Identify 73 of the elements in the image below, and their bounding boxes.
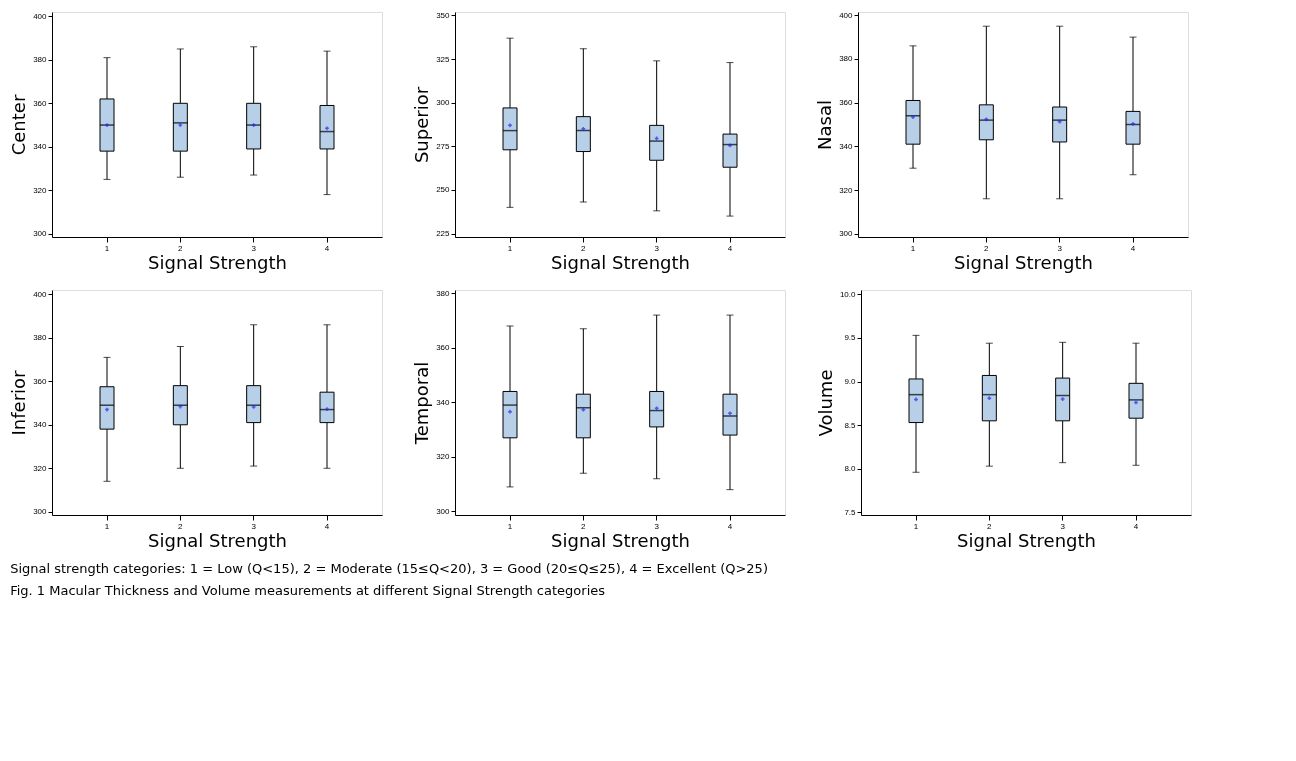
- y-tick-label: 275: [436, 141, 451, 151]
- x-tick-label: 2: [581, 243, 587, 253]
- x-tick-label: 3: [251, 243, 257, 253]
- x-tick-label: 2: [178, 243, 184, 253]
- y-tick-label: 10.0: [839, 289, 857, 299]
- y-tick-label: 360: [436, 343, 451, 353]
- y-tick-label: 9.0: [844, 377, 857, 387]
- y-tick-label: 325: [436, 54, 451, 64]
- x-tick-label: 2: [581, 521, 587, 531]
- y-tick-label: 360: [33, 376, 48, 386]
- x-tick-label: 3: [654, 243, 660, 253]
- x-tick-label: 3: [1060, 521, 1066, 531]
- y-tick-label: 300: [839, 229, 854, 239]
- x-tick-label: 1: [507, 243, 513, 253]
- x-tick-label: 4: [1133, 521, 1139, 531]
- y-axis-title: Superior: [411, 86, 433, 164]
- x-tick-label: 2: [984, 243, 990, 253]
- y-tick-label: 380: [436, 288, 451, 298]
- y-tick-label: 8.5: [844, 420, 857, 430]
- y-tick-label: 300: [436, 506, 451, 516]
- y-tick-label: 340: [436, 397, 451, 407]
- x-tick-label: 1: [104, 243, 110, 253]
- y-tick-label: 225: [436, 229, 451, 239]
- x-tick-label: 2: [987, 521, 993, 531]
- y-tick-label: 340: [33, 420, 48, 430]
- y-axis-title: Inferior: [8, 369, 30, 436]
- y-axis-title: Nasal: [814, 100, 836, 150]
- y-tick-label: 360: [33, 98, 48, 108]
- x-axis-title: Signal Strength: [148, 529, 287, 551]
- y-tick-label: 320: [839, 185, 854, 195]
- text: Signal strength categories: 1 = Low (Q<15), 2 = Moderate (15≤Q<20), 3 = Good (20≤Q≤25), 4 = Excellent (Q>25): [10, 560, 768, 576]
- y-tick-label: 320: [33, 463, 48, 473]
- y-tick-label: 400: [33, 289, 48, 299]
- y-axis-title: Temporal: [411, 361, 433, 446]
- x-tick-label: 3: [1057, 243, 1063, 253]
- y-tick-label: 380: [839, 54, 854, 64]
- x-tick-label: 3: [654, 521, 660, 531]
- x-axis-title: Signal Strength: [954, 251, 1093, 273]
- x-axis-title: Signal Strength: [551, 251, 690, 273]
- y-tick-label: 340: [839, 141, 854, 151]
- x-tick-label: 2: [178, 521, 184, 531]
- x-axis-title: Signal Strength: [148, 251, 287, 273]
- y-axis-title: Volume: [814, 369, 836, 437]
- x-tick-label: 1: [910, 243, 916, 253]
- x-tick-label: 4: [727, 521, 733, 531]
- x-tick-label: 4: [324, 243, 330, 253]
- x-tick-label: 1: [913, 521, 919, 531]
- y-tick-label: 380: [33, 55, 48, 65]
- y-tick-label: 300: [33, 507, 48, 517]
- y-tick-label: 350: [436, 10, 451, 20]
- x-tick-label: 1: [104, 521, 110, 531]
- y-tick-label: 8.0: [844, 464, 857, 474]
- y-tick-label: 250: [436, 185, 451, 195]
- x-axis-title: Signal Strength: [957, 529, 1096, 551]
- y-tick-label: 340: [33, 142, 48, 152]
- x-tick-label: 1: [507, 521, 513, 531]
- y-tick-label: 320: [436, 452, 451, 462]
- x-axis-title: Signal Strength: [551, 529, 690, 551]
- caption: Fig. 1 Macular Thickness and Volume measurements at different Signal Strength categories: [10, 582, 606, 598]
- y-tick-label: 300: [33, 229, 48, 239]
- y-tick-label: 300: [436, 98, 451, 108]
- y-tick-label: 320: [33, 185, 48, 195]
- y-tick-label: 9.5: [844, 333, 857, 343]
- y-tick-label: 7.5: [844, 507, 857, 517]
- x-tick-label: 3: [251, 521, 257, 531]
- y-tick-label: 400: [839, 10, 854, 20]
- x-tick-label: 4: [1130, 243, 1136, 253]
- y-tick-label: 380: [33, 333, 48, 343]
- y-tick-label: 360: [839, 98, 854, 108]
- y-tick-label: 400: [33, 11, 48, 21]
- x-tick-label: 4: [727, 243, 733, 253]
- x-tick-label: 4: [324, 521, 330, 531]
- y-axis-title: Center: [8, 94, 30, 156]
